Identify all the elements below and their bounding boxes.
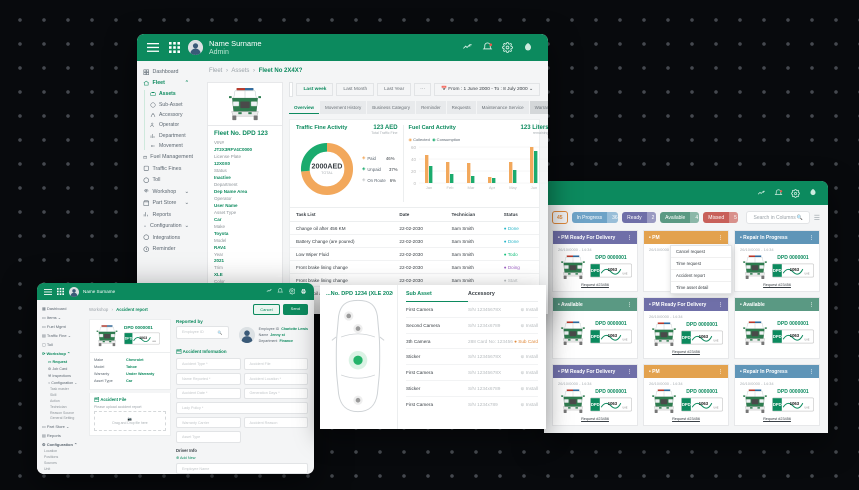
svg-text:TOTAL: TOTAL: [321, 171, 333, 175]
svg-text:40: 40: [411, 157, 417, 162]
svg-text:Feb: Feb: [446, 185, 454, 190]
svg-text:Jun: Jun: [530, 185, 536, 190]
svg-text:60: 60: [411, 145, 417, 150]
svg-text:May: May: [509, 185, 517, 190]
svg-text:20: 20: [411, 169, 417, 174]
svg-text:Apr: Apr: [488, 185, 495, 190]
svg-text:0: 0: [413, 181, 416, 186]
svg-text:2000AED: 2000AED: [312, 162, 343, 170]
svg-text:Mar: Mar: [467, 185, 475, 190]
svg-text:Jan: Jan: [425, 185, 431, 190]
